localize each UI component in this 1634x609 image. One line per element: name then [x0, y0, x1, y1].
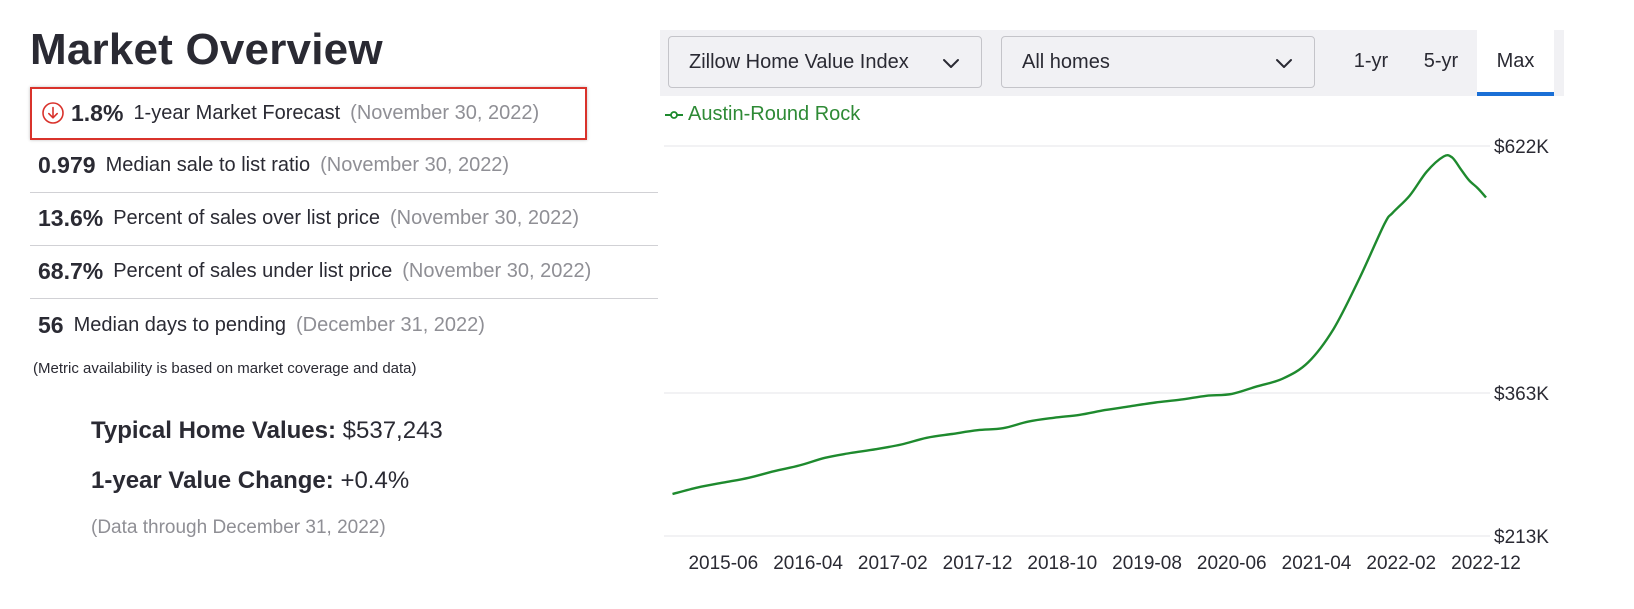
home-value-summary: Typical Home Values: $537,243 1-year Val…	[30, 417, 658, 539]
metric-value: 68.7%	[38, 258, 104, 285]
x-tick-label: 2020-06	[1197, 553, 1267, 574]
one-year-value-change: 1-year Value Change: +0.4%	[91, 467, 658, 495]
arrow-down-circle-icon	[41, 101, 65, 125]
chart-legend[interactable]: Austin-Round Rock	[664, 103, 860, 126]
metric-row-forecast: 1.8% 1-year Market Forecast (November 30…	[30, 86, 587, 140]
metric-date: (November 30, 2022)	[402, 260, 592, 283]
metric-date: (December 31, 2022)	[295, 313, 485, 336]
metric-row-over-list: 13.6% Percent of sales over list price (…	[30, 193, 658, 246]
tab-5-yr[interactable]: 5-yr	[1423, 50, 1459, 72]
x-tick-label: 2022-12	[1451, 553, 1521, 574]
metric-row-days-to-pending: 56 Median days to pending (December 31, …	[30, 299, 658, 352]
one-year-value-change-value: +0.4%	[340, 466, 410, 494]
page-title: Market Overview	[30, 25, 383, 74]
chevron-down-icon	[941, 53, 961, 79]
y-tick-label: $622K	[1494, 137, 1549, 158]
chevron-down-icon	[1274, 53, 1294, 79]
metric-value: 1.8%	[71, 99, 124, 126]
availability-note: (Metric availability is based on market …	[33, 359, 417, 377]
series-line-austin-round-rock[interactable]	[672, 154, 1487, 496]
metric-value: 13.6%	[38, 205, 104, 232]
typical-home-values: Typical Home Values: $537,243	[91, 417, 658, 445]
home-type-select[interactable]: All homes	[1001, 36, 1315, 88]
typical-home-values-value: $537,243	[342, 416, 443, 444]
x-tick-label: 2017-12	[943, 553, 1013, 574]
x-tick-label: 2016-04	[773, 553, 843, 574]
metric-value: 0.979	[38, 152, 96, 179]
legend-series-label: Austin-Round Rock	[688, 103, 861, 125]
tab-max[interactable]: Max	[1477, 30, 1554, 96]
y-tick-label: $363K	[1494, 384, 1549, 405]
data-through-date: (Data through December 31, 2022)	[91, 516, 386, 538]
y-tick-label: $213K	[1494, 527, 1549, 548]
metric-date: (November 30, 2022)	[320, 154, 510, 177]
one-year-value-change-label: 1-year Value Change:	[91, 466, 334, 494]
metric-label: Percent of sales over list price	[113, 207, 380, 230]
market-overview-panel: Market Overview 1.8% 1-year Market Forec…	[30, 24, 658, 539]
chart-controls: Zillow Home Value Index All homes 1-yr 5…	[660, 30, 1564, 96]
x-tick-label: 2021-04	[1282, 553, 1352, 574]
metric-label: 1-year Market Forecast	[133, 101, 341, 124]
x-tick-label: 2019-08	[1112, 553, 1182, 574]
home-type-select-value: All homes	[1022, 50, 1110, 73]
index-select-value: Zillow Home Value Index	[689, 50, 909, 73]
legend-marker-icon	[665, 110, 683, 119]
metric-label: Median sale to list ratio	[105, 154, 311, 177]
typical-home-values-label: Typical Home Values:	[91, 416, 336, 444]
metric-date: (November 30, 2022)	[390, 207, 579, 230]
x-tick-label: 2017-02	[858, 553, 928, 574]
x-tick-label: 2018-10	[1027, 553, 1097, 574]
x-tick-label: 2022-02	[1366, 553, 1436, 574]
metric-label: Median days to pending	[73, 313, 286, 336]
metric-row-under-list: 68.7% Percent of sales under list price …	[30, 246, 658, 299]
metric-value: 56	[38, 311, 64, 338]
index-select[interactable]: Zillow Home Value Index	[668, 36, 982, 88]
metric-label: Percent of sales under list price	[113, 260, 393, 283]
metric-date: (November 30, 2022)	[350, 101, 540, 124]
metric-row-sale-to-list: 0.979 Median sale to list ratio (Novembe…	[30, 140, 658, 193]
tab-1-yr[interactable]: 1-yr	[1353, 50, 1389, 72]
x-tick-label: 2015-06	[688, 553, 758, 574]
